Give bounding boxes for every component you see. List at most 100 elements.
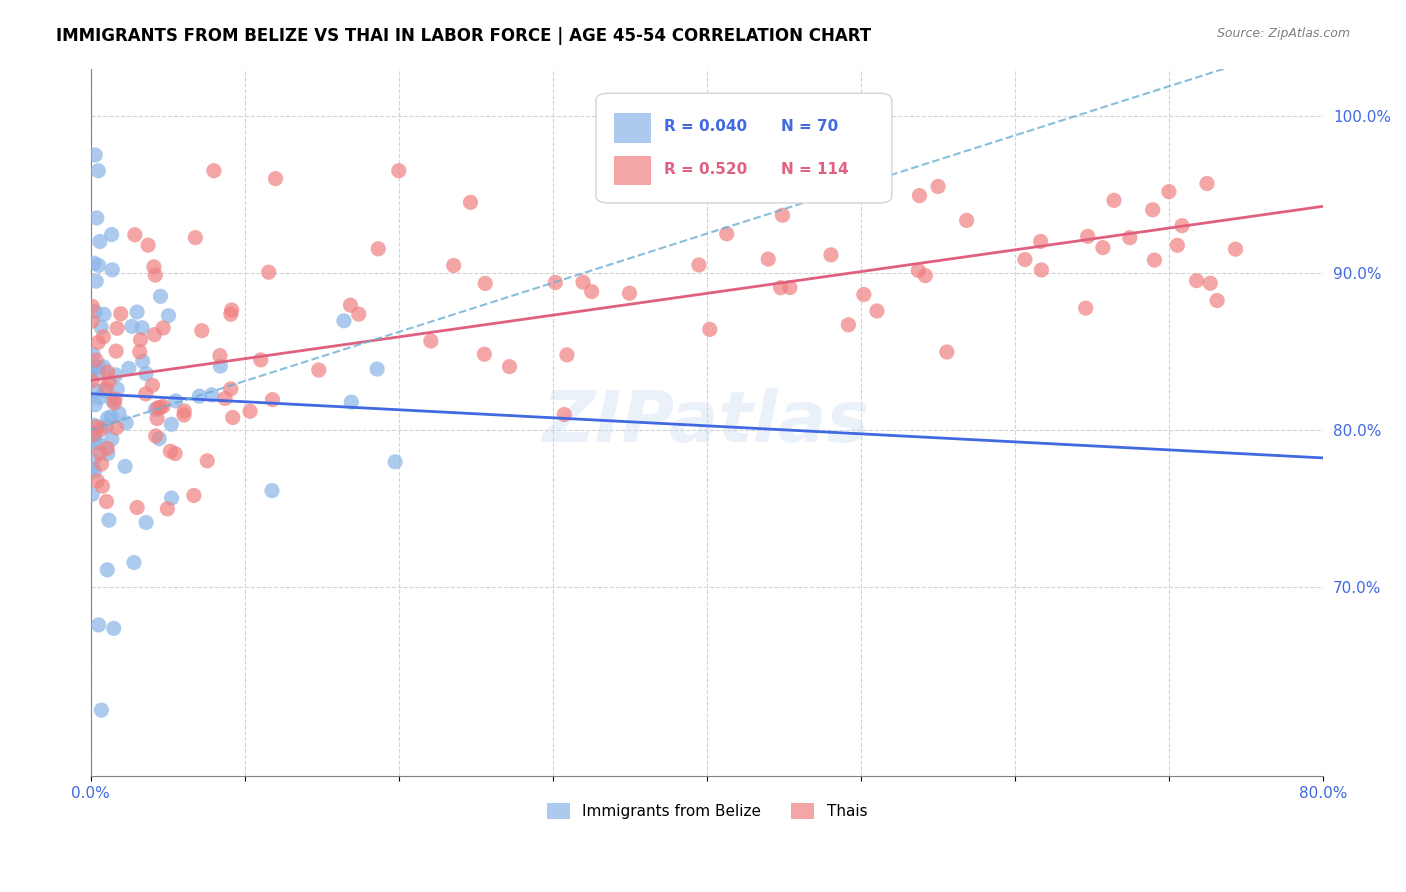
Thais: [145, 429, 167, 443]
Immigrants from Belize: [84, 384, 107, 398]
Thais: [91, 479, 114, 493]
Thais: [572, 275, 595, 289]
Immigrants from Belize: [121, 319, 143, 334]
Thais: [143, 327, 166, 342]
Thais: [1091, 241, 1114, 255]
Thais: [779, 280, 801, 294]
Thais: [866, 304, 889, 318]
Thais: [136, 238, 159, 252]
Immigrants from Belize: [87, 163, 110, 178]
Immigrants from Belize: [96, 419, 118, 434]
Thais: [127, 500, 149, 515]
Immigrants from Belize: [127, 305, 149, 319]
Thais: [195, 454, 218, 468]
Thais: [257, 265, 280, 279]
Thais: [214, 392, 236, 406]
Thais: [1157, 185, 1180, 199]
Immigrants from Belize: [135, 367, 157, 381]
Immigrants from Belize: [101, 432, 124, 446]
Thais: [142, 260, 165, 274]
Thais: [98, 374, 121, 388]
Immigrants from Belize: [82, 360, 104, 375]
Thais: [219, 307, 242, 321]
Thais: [1102, 194, 1125, 208]
Thais: [688, 258, 710, 272]
Thais: [104, 392, 127, 406]
Thais: [173, 404, 195, 418]
Thais: [367, 242, 389, 256]
Immigrants from Belize: [145, 402, 167, 417]
Thais: [581, 285, 603, 299]
Thais: [82, 314, 104, 328]
Thais: [86, 474, 108, 488]
Immigrants from Belize: [340, 395, 363, 409]
Thais: [498, 359, 520, 374]
Thais: [86, 420, 108, 434]
Thais: [96, 494, 118, 508]
Text: N = 114: N = 114: [780, 161, 849, 177]
Thais: [222, 410, 245, 425]
Thais: [202, 163, 225, 178]
Thais: [128, 344, 150, 359]
Immigrants from Belize: [122, 556, 145, 570]
Immigrants from Belize: [160, 491, 183, 505]
Immigrants from Belize: [89, 391, 111, 405]
Thais: [89, 446, 111, 460]
Thais: [262, 392, 284, 407]
Immigrants from Belize: [131, 354, 153, 368]
Thais: [1074, 301, 1097, 315]
Thais: [97, 365, 120, 379]
Thais: [1142, 202, 1164, 217]
Thais: [239, 404, 262, 418]
Thais: [820, 248, 842, 262]
Immigrants from Belize: [93, 307, 115, 321]
Immigrants from Belize: [333, 314, 356, 328]
Immigrants from Belize: [90, 703, 112, 717]
Immigrants from Belize: [86, 366, 108, 380]
Thais: [208, 349, 231, 363]
Thais: [96, 442, 118, 456]
Immigrants from Belize: [82, 461, 104, 475]
Thais: [82, 427, 104, 442]
Immigrants from Belize: [118, 361, 141, 376]
Text: IMMIGRANTS FROM BELIZE VS THAI IN LABOR FORCE | AGE 45-54 CORRELATION CHART: IMMIGRANTS FROM BELIZE VS THAI IN LABOR …: [56, 27, 872, 45]
Immigrants from Belize: [84, 428, 107, 442]
Thais: [184, 230, 207, 244]
Immigrants from Belize: [87, 618, 110, 632]
Thais: [907, 263, 929, 277]
Thais: [544, 276, 567, 290]
Thais: [553, 408, 575, 422]
Thais: [87, 335, 110, 350]
Thais: [716, 227, 738, 241]
Thais: [165, 447, 187, 461]
Immigrants from Belize: [104, 368, 127, 382]
FancyBboxPatch shape: [596, 94, 891, 203]
Immigrants from Belize: [84, 148, 107, 162]
Immigrants from Belize: [105, 382, 128, 396]
Thais: [82, 299, 104, 313]
Thais: [1185, 274, 1208, 288]
Thais: [1166, 238, 1188, 252]
Thais: [769, 280, 792, 294]
Immigrants from Belize: [115, 416, 138, 430]
Thais: [935, 345, 957, 359]
Immigrants from Belize: [84, 398, 107, 412]
Thais: [339, 298, 361, 312]
Immigrants from Belize: [89, 235, 111, 249]
Thais: [219, 382, 242, 396]
Thais: [1014, 252, 1036, 267]
Immigrants from Belize: [103, 621, 125, 635]
Thais: [756, 252, 779, 266]
Thais: [129, 333, 152, 347]
Thais: [908, 188, 931, 202]
Immigrants from Belize: [84, 436, 107, 450]
Thais: [156, 501, 179, 516]
Thais: [1171, 219, 1194, 233]
Immigrants from Belize: [366, 362, 388, 376]
Thais: [96, 381, 118, 395]
Immigrants from Belize: [114, 459, 136, 474]
Thais: [105, 321, 128, 335]
Immigrants from Belize: [82, 363, 104, 377]
Immigrants from Belize: [82, 425, 104, 440]
Bar: [614, 155, 651, 186]
